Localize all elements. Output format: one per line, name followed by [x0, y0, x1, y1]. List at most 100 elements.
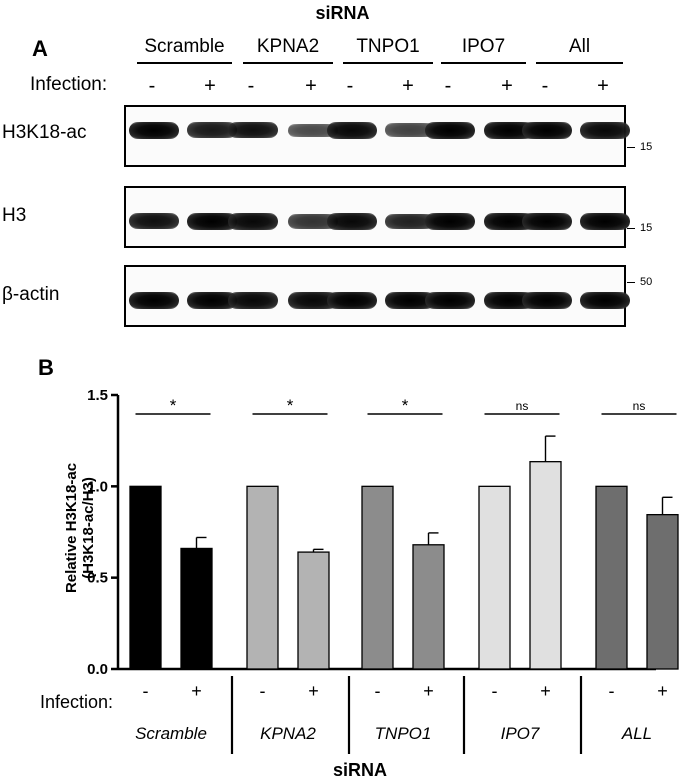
blot-band: [187, 122, 237, 138]
blot-band: [288, 213, 338, 229]
infection-sign: -: [247, 75, 255, 97]
y-tick-label: 1.5: [87, 387, 108, 404]
blot-band: [288, 291, 338, 309]
bar: [297, 551, 330, 670]
panel-a-sirna-title: siRNA: [315, 3, 370, 23]
infection-sign: -: [260, 681, 266, 701]
bars: [129, 435, 679, 670]
significance-label: *: [287, 396, 294, 415]
molecular-weight-marker: 50: [640, 276, 653, 288]
blot-band: [327, 212, 377, 230]
blot-group-label: KPNA2: [256, 36, 320, 57]
blot-band: [484, 121, 534, 139]
x-category-label: Scramble: [135, 724, 207, 743]
panel-b-infection-label: Infection:: [40, 692, 113, 712]
y-axis-label-line2: (H3K18-ac/H3): [80, 477, 97, 579]
infection-sign: +: [191, 681, 202, 701]
bar: [529, 461, 562, 670]
x-category-label: KPNA2: [260, 724, 316, 743]
infection-sign: +: [597, 75, 609, 97]
infection-sign: +: [204, 75, 216, 97]
blot-band: [580, 212, 630, 230]
blot-band: [425, 291, 475, 309]
blot-group-label: IPO7: [461, 36, 506, 57]
significance-label: ns: [516, 399, 529, 413]
panel-a-letter: A: [32, 36, 48, 61]
blot-band: [327, 291, 377, 309]
x-category-label: TNPO1: [375, 724, 432, 743]
bar: [129, 485, 162, 670]
infection-sign: -: [346, 75, 354, 97]
blot-group-underline: [441, 62, 526, 64]
y-tick-label: 0.5: [87, 570, 108, 587]
blot-band: [425, 121, 475, 139]
panel-b-letter: B: [38, 355, 54, 380]
blot-band: [385, 213, 435, 229]
infection-sign: +: [540, 681, 551, 701]
x-category-label: IPO7: [501, 724, 540, 743]
blot-band: [288, 123, 338, 137]
blot-band: [522, 291, 572, 309]
blot-image: [124, 186, 630, 248]
infection-sign: +: [308, 681, 319, 701]
blot-group-label: TNPO1: [356, 36, 420, 57]
infection-sign: -: [148, 75, 156, 97]
blot-image: [124, 105, 630, 167]
infection-sign: +: [501, 75, 513, 97]
infection-sign: -: [541, 75, 549, 97]
blot-band: [228, 291, 278, 309]
y-tick-label: 0.0: [87, 661, 108, 678]
infection-sign: -: [143, 681, 149, 701]
x-categories: - + Scramble - + KPNA2 - + TNPO1 - + IPO7 - + ALL: [135, 676, 668, 754]
significance-label: *: [170, 396, 177, 415]
infection-sign: -: [609, 681, 615, 701]
blot-band: [228, 122, 278, 138]
blot-band: [187, 212, 237, 230]
blot-group-underline: [536, 62, 623, 64]
blot-band: [129, 291, 179, 309]
marker-tick: [627, 147, 635, 148]
blot-row-label: β-actin: [2, 284, 60, 305]
infection-sign: +: [305, 75, 317, 97]
blot-band: [580, 121, 630, 139]
bar: [180, 547, 213, 670]
bar: [646, 513, 679, 670]
significance-label: ns: [633, 399, 646, 413]
blot-row-label: H3K18-ac: [2, 122, 87, 143]
blot-band: [327, 121, 377, 139]
bar: [246, 485, 279, 670]
blot-band: [385, 291, 435, 309]
y-tick-label: 1.0: [87, 478, 108, 495]
blot-band: [580, 291, 630, 309]
blot-group-underline: [243, 62, 333, 64]
blot-band: [484, 212, 534, 230]
y-axis-label: Relative H3K18-ac: [63, 463, 80, 593]
marker-tick: [627, 228, 635, 229]
significance-markers: * * * ns ns: [135, 396, 677, 415]
blot-band: [425, 212, 475, 230]
molecular-weight-marker: 15: [640, 141, 653, 153]
blot-row-label: H3: [2, 205, 27, 226]
bar: [361, 485, 394, 670]
blot-band: [385, 123, 435, 137]
infection-sign: +: [657, 681, 668, 701]
panel-a-infection-label: Infection:: [30, 74, 108, 95]
bar: [412, 544, 445, 670]
bar: [478, 485, 511, 670]
blot-band: [522, 212, 572, 230]
blot-band: [228, 212, 278, 230]
blot-band: [522, 121, 572, 139]
infection-sign: +: [423, 681, 434, 701]
blot-band: [187, 291, 237, 309]
blot-band: [484, 291, 534, 309]
infection-sign: -: [492, 681, 498, 701]
infection-sign: +: [402, 75, 414, 97]
blot-group-label: Scramble: [144, 36, 225, 57]
significance-label: *: [402, 396, 409, 415]
infection-sign: -: [444, 75, 452, 97]
marker-tick: [627, 282, 635, 283]
x-category-label: ALL: [621, 724, 652, 743]
molecular-weight-marker: 15: [640, 222, 653, 234]
blot-group-underline: [343, 62, 433, 64]
